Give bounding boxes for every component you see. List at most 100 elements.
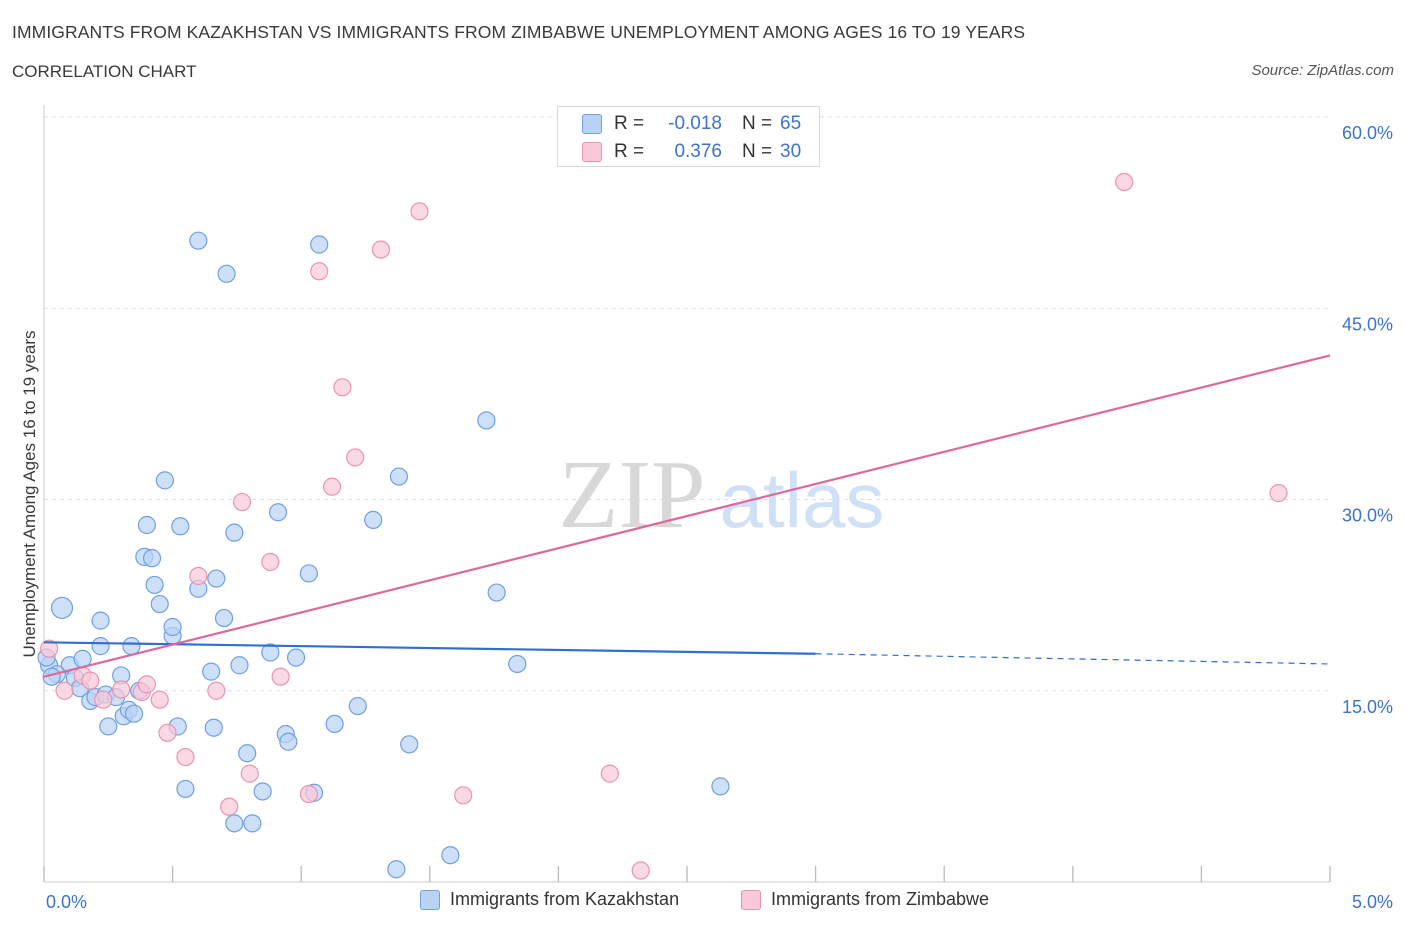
- chart-subtitle: CORRELATION CHART: [12, 62, 197, 81]
- watermark: ZIP atlas: [559, 441, 885, 549]
- kazakhstan-point: [230, 656, 249, 675]
- legend-item-zimbabwe[interactable]: Immigrants from Zimbabwe: [741, 889, 989, 910]
- zimbabwe-point: [299, 784, 319, 804]
- kazakhstan-point: [171, 517, 190, 536]
- n-label: N =: [742, 141, 773, 162]
- kazakhstan-point: [389, 467, 409, 486]
- kazakhstan-point: [325, 714, 344, 734]
- kazakhstan-point: [238, 744, 257, 763]
- zimbabwe-point: [112, 680, 131, 699]
- legend-row-kazakhstan: R = -0.018 N = 65: [582, 112, 801, 136]
- zimbabwe-point: [454, 786, 473, 805]
- y-tick-label: 15.0%: [1342, 697, 1393, 717]
- kazakhstan-point: [155, 471, 174, 490]
- kazakhstan-point: [122, 637, 141, 656]
- r-value: 0.376: [674, 141, 722, 162]
- r-value: -0.018: [668, 113, 722, 134]
- zimbabwe-point: [322, 477, 342, 496]
- legend-item-kazakhstan[interactable]: Immigrants from Kazakhstan: [420, 889, 679, 910]
- zimbabwe-point: [310, 262, 329, 281]
- kazakhstan-point: [253, 782, 272, 801]
- zimbabwe-trend-line: [43, 354, 1331, 678]
- kazakhstan-point: [204, 718, 223, 737]
- pink-square-icon: [741, 889, 761, 910]
- zimbabwe-point: [137, 675, 156, 694]
- axes: [43, 105, 1331, 883]
- zimbabwe-point: [94, 690, 113, 709]
- zimbabwe-point: [207, 681, 226, 700]
- zimbabwe-point: [1269, 484, 1288, 503]
- legend-label: Immigrants from Zimbabwe: [771, 889, 990, 909]
- kazakhstan-point: [299, 564, 319, 583]
- zimbabwe-point: [261, 552, 280, 572]
- zimbabwe-point: [271, 667, 290, 686]
- kazakhstan-point: [42, 667, 61, 686]
- kazakhstan-trend-extension: [815, 653, 1331, 665]
- x-tick-label: 5.0%: [1352, 892, 1393, 912]
- blue-square-icon: [582, 114, 602, 134]
- kazakhstan-point: [508, 654, 527, 674]
- zimbabwe-point: [150, 690, 169, 709]
- tick-labels: 15.0% 30.0% 45.0% 60.0% 0.0% 5.0%: [46, 123, 1393, 912]
- zimbabwe-point: [346, 448, 365, 467]
- zimbabwe-point: [176, 747, 195, 767]
- zimbabwe-point: [371, 240, 391, 259]
- legend-label: Immigrants from Kazakhstan: [450, 889, 680, 909]
- kazakhstan-point: [217, 264, 236, 283]
- source-label[interactable]: Source: ZipAtlas.com: [1251, 62, 1394, 79]
- watermark-atlas: atlas: [720, 456, 885, 544]
- kazakhstan-point: [711, 777, 730, 796]
- pink-square-icon: [582, 142, 602, 162]
- kazakhstan-point: [176, 779, 195, 799]
- kazakhstan-point: [91, 611, 110, 630]
- zimbabwe-point: [333, 378, 352, 397]
- zimbabwe-point: [232, 492, 252, 512]
- kazakhstan-point: [99, 717, 118, 736]
- data-points: [37, 172, 1288, 880]
- kazakhstan-point: [310, 235, 329, 254]
- watermark-zip: ZIP: [559, 441, 706, 549]
- r-label: R =: [614, 113, 645, 134]
- zimbabwe-point: [55, 681, 74, 700]
- kazakhstan-point: [91, 637, 110, 656]
- kazakhstan-point: [487, 583, 506, 602]
- kazakhstan-point: [50, 596, 74, 619]
- zimbabwe-point: [1115, 172, 1134, 192]
- kazakhstan-point: [225, 523, 244, 542]
- n-label: N =: [742, 113, 773, 134]
- correlation-legend: R = -0.018 N = 65 R = 0.376 N = 30: [557, 106, 820, 167]
- kazakhstan-point: [225, 814, 244, 833]
- y-tick-label: 45.0%: [1342, 314, 1393, 334]
- zimbabwe-point: [410, 202, 429, 221]
- kazakhstan-point: [286, 648, 306, 667]
- kazakhstan-point: [145, 575, 164, 595]
- trend-lines: [43, 354, 1331, 678]
- kazakhstan-point: [124, 704, 144, 723]
- kazakhstan-point: [400, 735, 419, 754]
- kazakhstan-point: [348, 696, 367, 716]
- y-tick-label: 60.0%: [1342, 123, 1393, 143]
- kazakhstan-point: [441, 846, 460, 865]
- kazakhstan-point: [142, 549, 162, 568]
- n-value: 30: [780, 141, 802, 162]
- legend-row-zimbabwe: R = 0.376 N = 30: [582, 140, 801, 164]
- zimbabwe-point: [189, 566, 208, 586]
- kazakhstan-point: [137, 515, 156, 535]
- zimbabwe-point: [158, 723, 177, 742]
- zimbabwe-point: [600, 764, 619, 783]
- kazakhstan-point: [202, 662, 221, 681]
- kazakhstan-point: [261, 643, 280, 662]
- zimbabwe-point: [631, 861, 650, 880]
- kazakhstan-point: [387, 860, 406, 879]
- n-value: 65: [780, 113, 802, 134]
- kazakhstan-point: [189, 231, 208, 250]
- zimbabwe-point: [40, 639, 59, 658]
- kazakhstan-point: [268, 503, 288, 522]
- r-label: R =: [614, 141, 645, 162]
- kazakhstan-point: [279, 732, 298, 751]
- x-tick-label: 0.0%: [46, 892, 87, 912]
- kazakhstan-point: [163, 617, 182, 637]
- kazakhstan-point: [243, 814, 262, 833]
- zimbabwe-point: [240, 764, 259, 783]
- kazakhstan-point: [364, 510, 383, 530]
